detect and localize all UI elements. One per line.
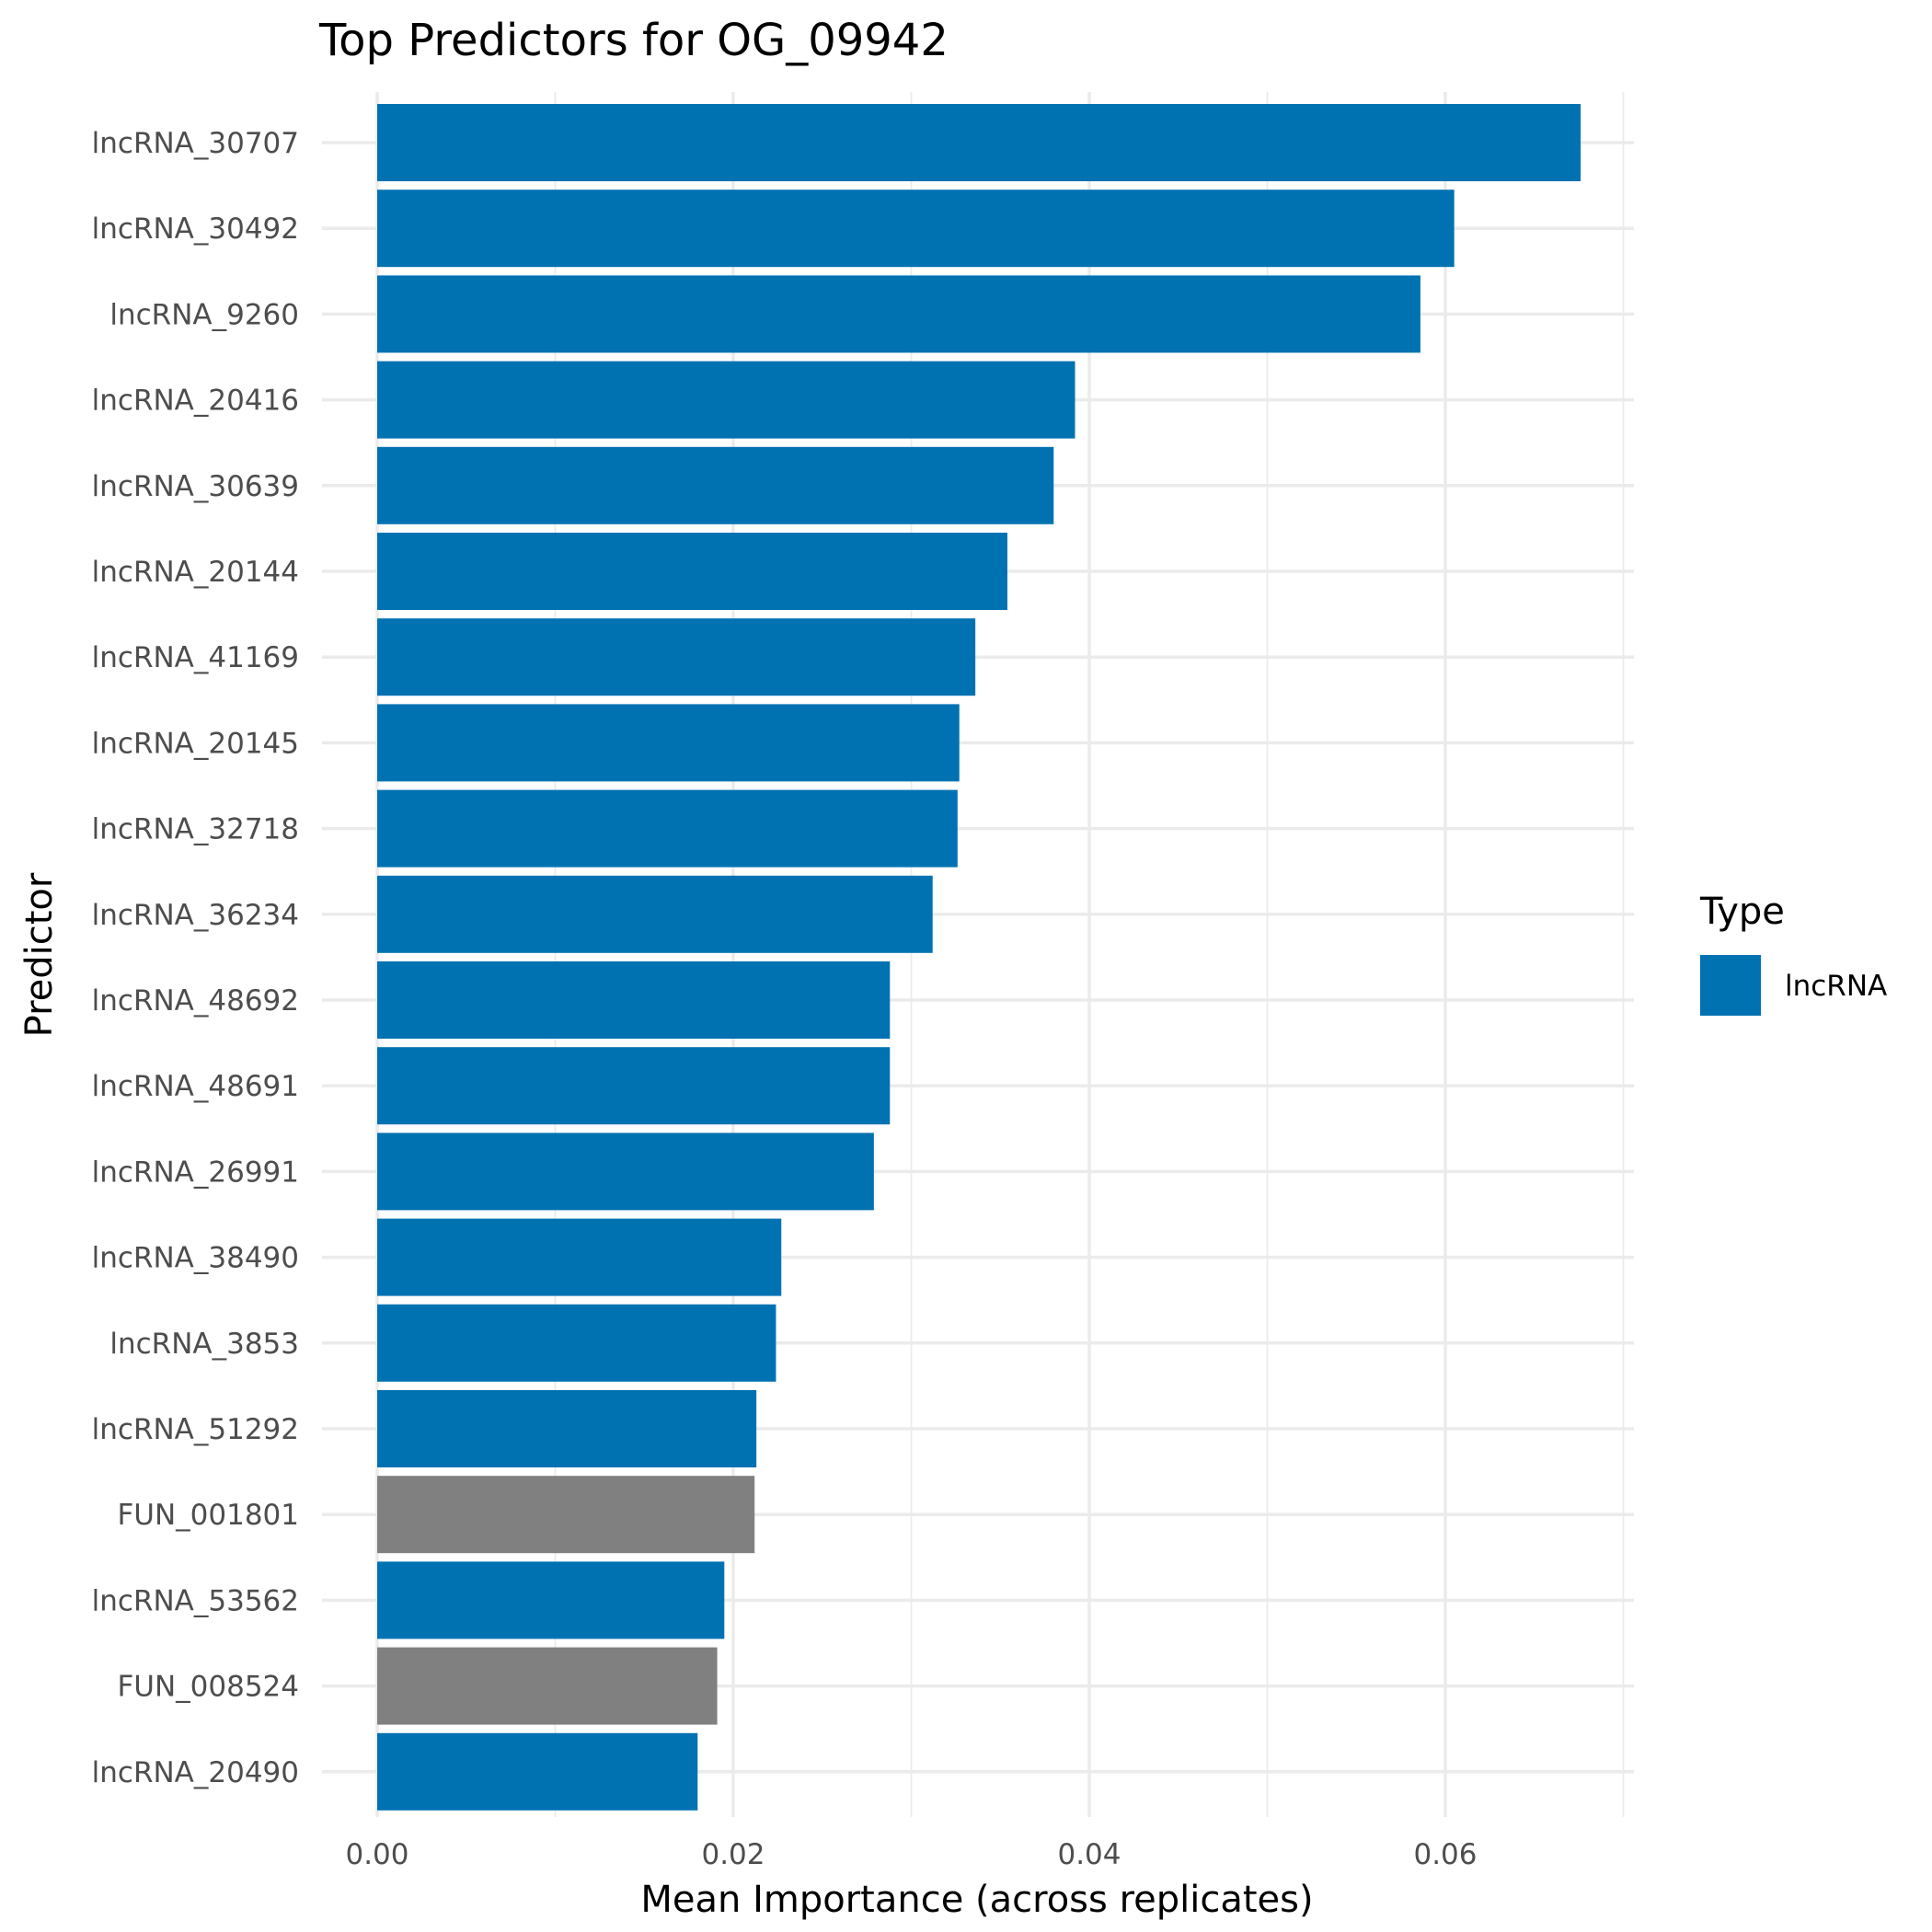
bar [377,875,933,953]
bar [377,789,958,868]
y-tick-label: FUN_001801 [117,1499,299,1532]
x-axis-title: Mean Importance (across replicates) [640,1879,1313,1921]
bar [377,104,1581,181]
bar [377,275,1420,353]
bar [377,361,1075,439]
bar [377,1047,891,1125]
bar [377,446,1054,524]
y-tick-label: lncRNA_48692 [92,984,299,1018]
y-axis-title: Predictor [18,872,61,1037]
chart-title: Top Predictors for OG_09942 [318,15,949,66]
bar [377,1133,874,1211]
legend-swatch [1700,955,1761,1016]
y-tick-label: lncRNA_26991 [92,1156,299,1189]
y-tick-label: lncRNA_30707 [92,127,299,160]
bar [377,704,960,782]
bar [377,1732,698,1811]
bars [377,104,1581,1811]
y-tick-label: lncRNA_20416 [92,385,299,418]
y-tick-label: lncRNA_3853 [109,1328,299,1361]
x-tick-label: 0.02 [701,1838,765,1871]
bar [377,533,1007,610]
bar [377,1476,755,1554]
legend-title: Type [1699,891,1785,933]
legend-entries: lncRNA [1700,955,1887,1016]
bar [377,1647,718,1725]
bar [377,190,1455,268]
y-tick-label: lncRNA_41169 [92,641,299,674]
x-tick-label: 0.06 [1413,1838,1477,1871]
y-tick-label: lncRNA_53562 [92,1584,299,1617]
legend: Type lncRNA [1699,891,1887,1016]
y-axis-tick-labels: lncRNA_30707 lncRNA_30492 lncRNA_9260 lncRN… [92,127,299,1789]
x-tick-label: 0.04 [1057,1838,1121,1871]
y-tick-label: lncRNA_32718 [92,813,299,846]
y-tick-label: lncRNA_48691 [92,1070,299,1103]
y-tick-label: lncRNA_9260 [109,298,299,331]
bar [377,961,891,1039]
bar [377,1218,782,1296]
bar [377,1561,725,1639]
bar [377,618,976,696]
y-tick-label: lncRNA_20144 [92,556,299,589]
bar [377,1390,757,1467]
x-axis-tick-labels: 0.00 0.02 0.04 0.06 [345,1838,1477,1871]
y-tick-label: FUN_008524 [117,1671,299,1704]
y-tick-label: lncRNA_30639 [92,470,299,503]
y-tick-label: lncRNA_51292 [92,1413,299,1446]
y-tick-label: lncRNA_20490 [92,1756,299,1789]
y-tick-label: lncRNA_38490 [92,1242,299,1275]
y-tick-label: lncRNA_30492 [92,213,299,246]
y-tick-label: lncRNA_20145 [92,727,299,760]
x-tick-label: 0.00 [345,1838,408,1871]
y-tick-label: lncRNA_36234 [92,899,299,932]
bar [377,1304,776,1382]
legend-label: lncRNA [1785,970,1887,1003]
